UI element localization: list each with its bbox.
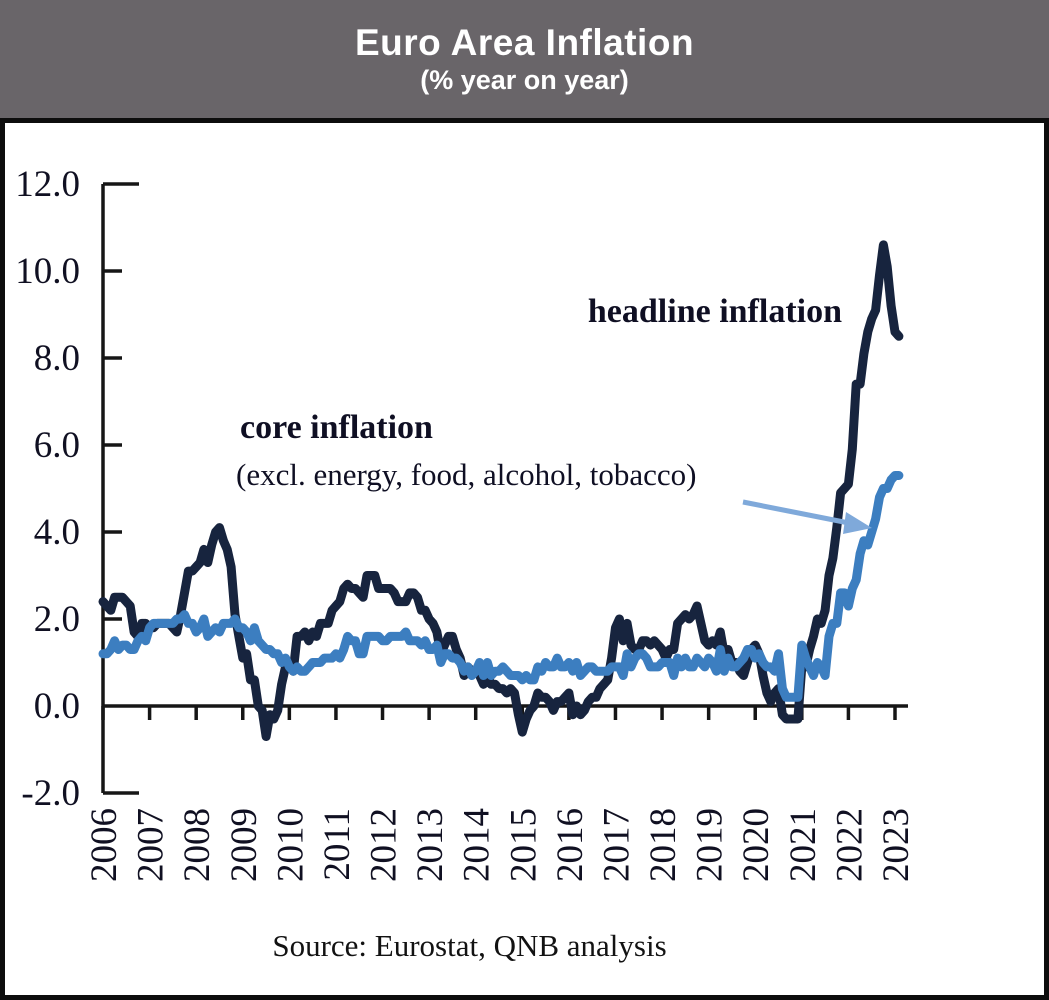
core-annotation-arrow: [742, 499, 850, 526]
x-axis-label: 2007: [131, 808, 172, 882]
x-axis-label: 2017: [596, 808, 637, 882]
y-axis-label: -2.0: [21, 773, 80, 814]
x-axis-label: 2016: [550, 808, 591, 882]
x-axis-label: 2020: [736, 808, 777, 882]
core-sublabel: (excl. energy, food, alcohol, tobacco): [236, 457, 697, 492]
x-axis-label: 2023: [876, 808, 917, 882]
x-axis-label: 2012: [364, 808, 405, 882]
chart-frame: [0, 118, 1049, 1000]
y-axis-label: 4.0: [34, 512, 80, 553]
x-axis-label: 2011: [317, 808, 358, 881]
y-axis-label: 0.0: [34, 686, 80, 727]
x-axis-label: 2008: [177, 808, 218, 882]
source-note: Source: Eurostat, QNB analysis: [272, 928, 667, 963]
x-axis-label: 2006: [84, 808, 125, 882]
y-axis: [101, 182, 139, 795]
y-axis-label: 6.0: [34, 425, 80, 466]
core-annotation-arrowhead: [843, 512, 872, 534]
y-axis-label: 12.0: [15, 164, 80, 205]
x-axis-label: 2014: [457, 808, 498, 882]
chart-subtitle: (% year on year): [420, 65, 629, 95]
x-axis-label: 2015: [503, 808, 544, 882]
chart-title: Euro Area Inflation: [354, 22, 695, 63]
y-axis-label: 10.0: [15, 251, 80, 292]
y-axis-label: 8.0: [34, 338, 80, 379]
core-series-line: [98, 471, 904, 702]
x-axis-label: 2009: [224, 808, 265, 882]
x-axis-label: 2013: [410, 808, 451, 882]
x-axis-label: 2018: [643, 808, 684, 882]
headline-label: headline inflation: [588, 293, 842, 330]
x-axis-label: 2021: [783, 808, 824, 882]
x-axis-label: 2019: [690, 808, 731, 882]
chart-header: Euro Area Inflation (% year on year): [0, 0, 1049, 118]
core-label: core inflation: [240, 409, 433, 446]
y-axis-label: 2.0: [34, 599, 80, 640]
x-axis-label: 2010: [270, 808, 311, 882]
x-axis-label: 2022: [829, 808, 870, 882]
